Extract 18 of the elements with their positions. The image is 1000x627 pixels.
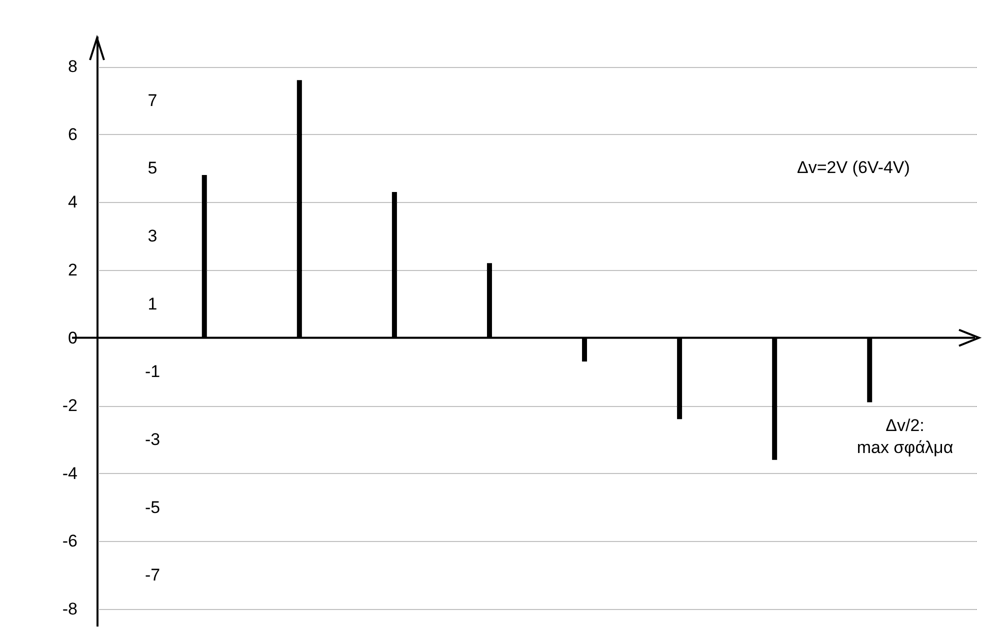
y-tick-label: 2 — [68, 260, 78, 280]
y-tick-label: 4 — [68, 192, 78, 212]
y-tick-label: 8 — [68, 57, 78, 76]
y2-tick-label: 7 — [148, 90, 158, 110]
y-tick-label: -8 — [62, 600, 78, 619]
y-tick-label: -4 — [62, 464, 78, 483]
y2-tick-label: 3 — [148, 226, 158, 246]
annotation: Δv=2V (6V-4V) — [797, 158, 910, 178]
annotation: Δv/2: max σφάλμα — [856, 416, 954, 457]
y2-tick-label: 1 — [148, 294, 158, 314]
y-tick-label: 6 — [68, 124, 78, 144]
y2-tick-label: 5 — [148, 158, 158, 178]
y2-tick-label: -1 — [144, 362, 160, 382]
y2-tick-label: -3 — [144, 430, 160, 450]
y2-tick-label: -7 — [144, 566, 160, 585]
y-tick-label: -6 — [62, 532, 78, 551]
y2-tick-label: -5 — [144, 498, 160, 517]
y-tick-label: -2 — [62, 396, 78, 416]
